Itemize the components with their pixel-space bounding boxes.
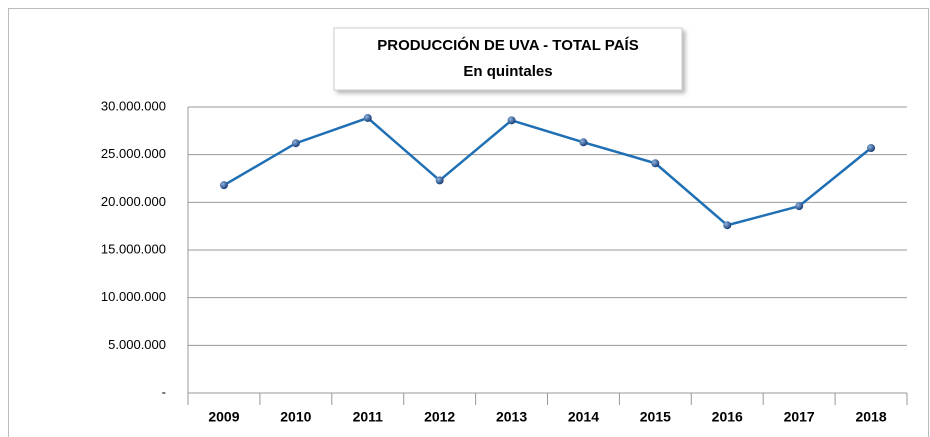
point xyxy=(579,138,588,147)
x-tick-label: 2013 xyxy=(496,409,527,425)
point xyxy=(867,143,876,152)
y-tick-label: 25.000.000 xyxy=(101,146,166,161)
x-tick-label: 2017 xyxy=(784,409,815,425)
x-tick-label: 2010 xyxy=(280,409,311,425)
y-tick-label: 10.000.000 xyxy=(101,289,166,304)
chart-subtitle: En quintales xyxy=(463,63,552,80)
point xyxy=(795,202,804,211)
chart-frame xyxy=(8,8,929,437)
line-series xyxy=(223,116,872,227)
point xyxy=(219,181,228,190)
y-tick-label: - xyxy=(162,384,166,399)
y-tick-label: 30.000.000 xyxy=(101,98,166,113)
y-tick-label: 5.000.000 xyxy=(108,337,166,352)
point xyxy=(651,159,660,168)
point xyxy=(435,176,444,185)
y-tick-label: 20.000.000 xyxy=(101,194,166,209)
point xyxy=(363,113,372,122)
x-tick-label: 2015 xyxy=(640,409,671,425)
point xyxy=(723,221,732,230)
x-tick-label: 2014 xyxy=(568,409,599,425)
y-tick-label: 15.000.000 xyxy=(101,241,166,256)
point xyxy=(507,116,516,125)
x-tick-label: 2012 xyxy=(424,409,455,425)
x-tick-label: 2011 xyxy=(353,409,384,425)
x-tick-label: 2016 xyxy=(712,409,743,425)
x-tick-label: 2018 xyxy=(855,409,886,425)
title-box xyxy=(333,27,683,91)
point xyxy=(291,139,300,148)
x-tick-label: 2009 xyxy=(208,409,239,425)
chart-title: PRODUCCIÓN DE UVA - TOTAL PAÍS xyxy=(377,36,638,54)
